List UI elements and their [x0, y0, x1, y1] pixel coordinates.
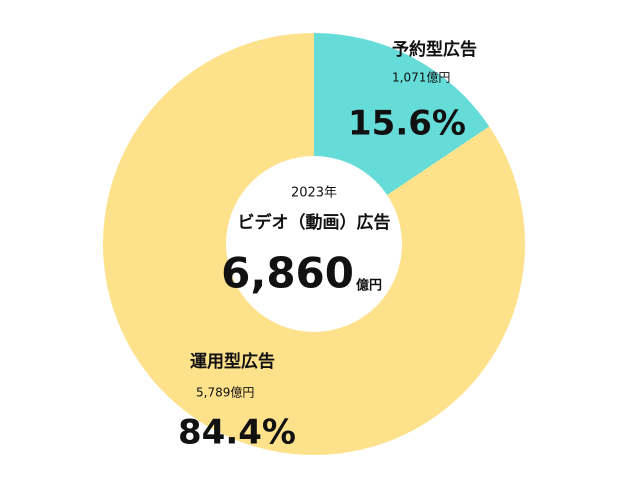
slice-percent: 15.6% [348, 104, 466, 144]
slice-percent: 84.4% [178, 413, 296, 453]
slice-amount: 5,789億円 [196, 386, 254, 400]
center-unit: 億円 [356, 278, 382, 294]
center-year: 2023年 [291, 186, 337, 201]
center-title: ビデオ（動画）広告 [238, 212, 391, 233]
center-total: 6,860 [221, 249, 354, 298]
slice-name: 予約型広告 [392, 39, 477, 60]
slice-amount: 1,071億円 [392, 71, 450, 85]
slice-name: 運用型広告 [190, 351, 275, 372]
donut-hole [226, 156, 402, 332]
